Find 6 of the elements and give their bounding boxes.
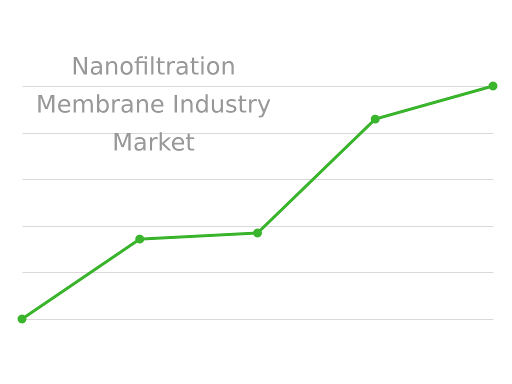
point [135, 234, 144, 244]
point [18, 314, 26, 324]
point [370, 114, 380, 124]
chart-title: Nanofiltration Membrane Industry Market [36, 52, 272, 157]
point [488, 82, 498, 90]
point [253, 228, 262, 238]
